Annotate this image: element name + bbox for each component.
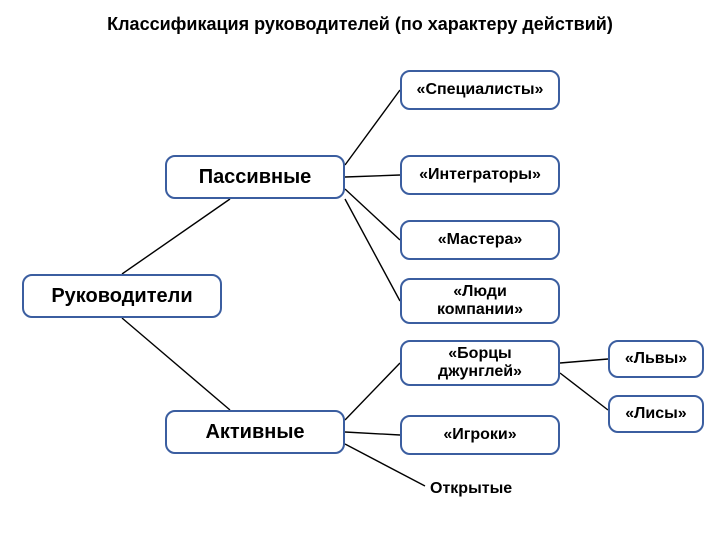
edges-layer [0,0,720,540]
node-foxes-label: «Лисы» [625,405,686,423]
node-lions: «Львы» [608,340,704,378]
node-masters-label: «Мастера» [438,231,523,249]
diagram-canvas: { "title": { "text": "Классификация руко… [0,0,720,540]
node-specialists-label: «Специалисты» [417,81,544,99]
node-company-label: «Людикомпании» [437,283,523,320]
node-jungle: «Борцыджунглей» [400,340,560,386]
node-lions-label: «Львы» [625,350,687,368]
edge-jungle-lions [560,359,608,363]
node-leaders: Руководители [22,274,222,318]
edge-passive-specialists [345,90,400,165]
node-players: «Игроки» [400,415,560,455]
edge-passive-masters [345,189,400,240]
node-active-label: Активные [205,421,304,444]
diagram-title: Классификация руководителей (по характер… [0,14,720,35]
node-players-label: «Игроки» [443,426,516,444]
node-passive: Пассивные [165,155,345,199]
node-passive-label: Пассивные [199,166,312,189]
edge-passive-integrators [345,175,400,177]
node-integrators: «Интеграторы» [400,155,560,195]
node-leaders-label: Руководители [51,285,192,308]
edge-active-jungle [345,363,400,420]
edge-active-players [345,432,400,435]
node-masters: «Мастера» [400,220,560,260]
node-specialists: «Специалисты» [400,70,560,110]
edge-leaders-passive [122,199,230,274]
node-company: «Людикомпании» [400,278,560,324]
edge-passive-company [345,199,400,301]
text-open: Открытые [430,480,512,498]
node-integrators-label: «Интеграторы» [419,166,541,184]
node-active: Активные [165,410,345,454]
node-foxes: «Лисы» [608,395,704,433]
node-jungle-label: «Борцыджунглей» [438,345,522,382]
edge-leaders-active [122,318,230,410]
edge-jungle-foxes [560,373,608,410]
